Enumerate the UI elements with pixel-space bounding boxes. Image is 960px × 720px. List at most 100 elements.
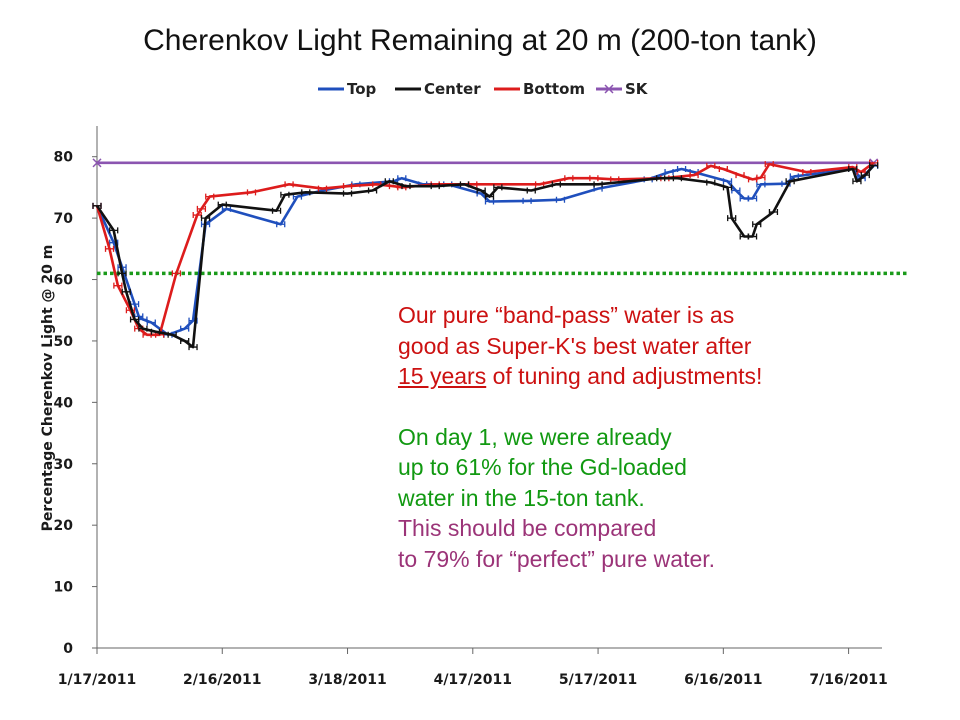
data-point — [722, 184, 733, 191]
data-point — [196, 205, 207, 212]
data-point — [384, 178, 394, 185]
data-point — [551, 181, 561, 188]
data-point — [747, 195, 758, 202]
data-point — [180, 337, 190, 344]
data-point — [802, 169, 812, 176]
data-point — [271, 207, 282, 214]
y-tick-label: 80 — [54, 150, 74, 166]
data-point — [430, 183, 440, 190]
data-point — [301, 189, 311, 196]
data-point — [706, 162, 716, 169]
series-group — [92, 158, 879, 351]
data-point — [342, 190, 353, 197]
data-point — [593, 181, 603, 188]
x-tick-label: 5/17/2011 — [559, 672, 637, 688]
y-tick-label: 70 — [54, 211, 74, 227]
data-point — [727, 215, 737, 222]
y-tick-label: 20 — [54, 518, 74, 534]
data-point — [785, 178, 795, 185]
note-line-8: to 79% for “perfect” pure water. — [398, 545, 716, 572]
data-point — [150, 328, 161, 335]
data-point — [217, 201, 227, 208]
data-point — [167, 331, 177, 338]
legend-label: Center — [424, 80, 481, 98]
data-point — [476, 187, 486, 194]
data-point — [656, 175, 666, 182]
legend-item-bottom: Bottom — [494, 80, 585, 98]
data-point — [117, 270, 127, 277]
note-line-3-rest: of tuning and adjustments! — [486, 363, 763, 389]
x-tick-label: 1/17/2011 — [58, 672, 136, 688]
data-point — [459, 181, 470, 188]
data-point — [722, 178, 733, 185]
y-tick-label: 10 — [54, 580, 74, 596]
data-point — [221, 205, 232, 212]
chart-title: Cherenkov Light Remaining at 20 m (200-t… — [143, 24, 817, 57]
data-point — [180, 325, 190, 332]
data-point — [768, 208, 779, 215]
note-line-5: up to 61% for the Gd-loaded — [398, 454, 687, 480]
data-point — [706, 179, 716, 186]
data-point — [868, 162, 879, 169]
note-line-1: Our pure “band-pass” water is as — [398, 302, 735, 328]
note-underlined-years: 15 years — [398, 363, 487, 389]
legend-marker — [604, 84, 614, 94]
x-tick-label: 7/16/2011 — [809, 672, 887, 688]
x-tick-label: 2/16/2011 — [183, 672, 261, 688]
legend-item-top: Top — [318, 80, 377, 98]
data-point — [146, 319, 156, 326]
data-point — [92, 202, 102, 209]
data-point — [493, 184, 503, 191]
data-point — [367, 187, 378, 194]
data-point — [672, 175, 683, 182]
legend-label: SK — [625, 80, 649, 98]
data-point — [664, 169, 674, 176]
data-point — [109, 227, 119, 234]
data-point — [718, 165, 728, 172]
data-point — [526, 187, 536, 194]
legend-label: Bottom — [523, 80, 585, 98]
data-point — [522, 197, 532, 204]
annotation-notes: Our pure “band-pass” water is as good as… — [398, 300, 762, 574]
y-tick-label: 60 — [54, 273, 74, 289]
data-point — [848, 165, 858, 172]
axes: 0 10 20 30 40 50 60 70 80 1/17/2011 2/16/2011 3/18/… — [40, 126, 888, 688]
data-point — [138, 325, 148, 332]
legend-label: Top — [347, 80, 377, 98]
note-line-7: This should be compared — [398, 515, 657, 541]
data-point — [104, 245, 115, 252]
y-axis-label: Percentage Cherenkov Light @ 20 m — [40, 245, 56, 532]
x-tick-label: 3/18/2011 — [308, 672, 386, 688]
data-point — [129, 316, 140, 323]
note-line-6: water in the 15-ton tank. — [398, 484, 645, 511]
data-point — [860, 172, 870, 179]
y-tick-label: 40 — [54, 395, 74, 411]
data-point — [589, 175, 599, 182]
legend: Top Center Bottom SK — [318, 80, 649, 98]
data-point — [342, 183, 353, 190]
data-point — [284, 181, 294, 188]
data-point — [200, 215, 211, 222]
x-tick-label: 4/17/2011 — [434, 672, 512, 688]
data-point — [735, 172, 745, 179]
data-point — [397, 175, 407, 182]
y-tick-label: 50 — [54, 334, 74, 350]
data-point — [852, 178, 862, 185]
data-point — [246, 189, 257, 196]
legend-item-center: Center — [395, 80, 481, 98]
data-point — [113, 282, 123, 289]
data-point — [764, 161, 774, 168]
data-point — [188, 344, 198, 351]
data-point — [276, 221, 286, 228]
data-point — [121, 288, 131, 295]
data-point — [752, 221, 762, 228]
data-point — [676, 165, 687, 172]
data-point — [689, 172, 699, 179]
x-tick-label: 6/16/2011 — [684, 672, 762, 688]
series-sk — [92, 158, 879, 168]
y-tick-label: 0 — [63, 641, 73, 657]
data-point — [317, 185, 328, 192]
data-point — [789, 173, 799, 180]
legend-item-sk: SK — [596, 80, 649, 98]
